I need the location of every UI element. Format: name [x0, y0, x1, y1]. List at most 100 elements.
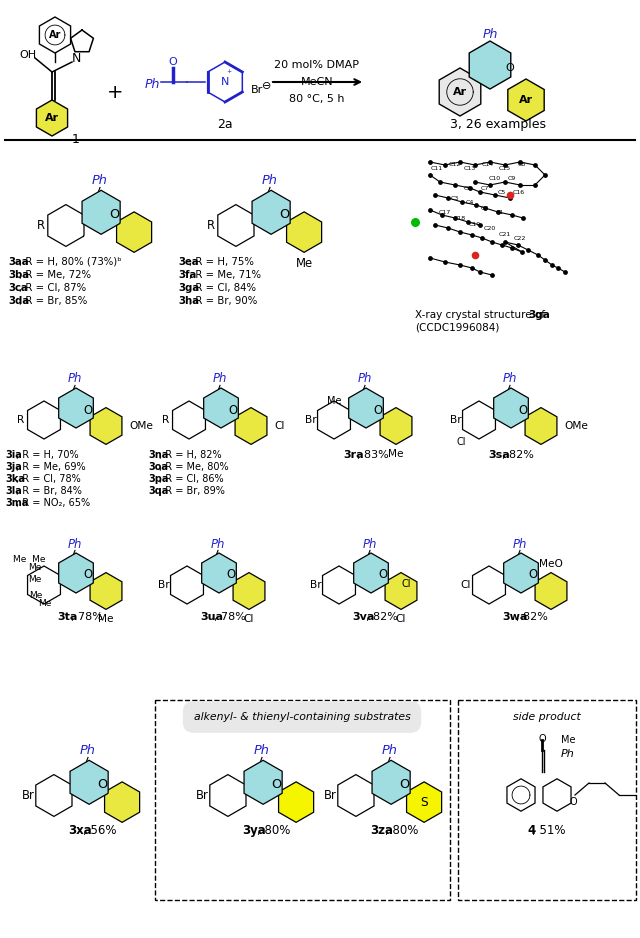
Polygon shape	[278, 782, 314, 823]
Text: alkenyl- & thienyl-containing substrates: alkenyl- & thienyl-containing substrates	[194, 712, 410, 722]
Text: Ph: Ph	[68, 537, 82, 551]
Polygon shape	[104, 782, 140, 823]
Text: C13: C13	[464, 165, 476, 171]
Text: X-ray crystal structure of: X-ray crystal structure of	[415, 310, 548, 320]
Point	[475, 218, 485, 233]
Polygon shape	[508, 79, 544, 121]
Text: C16: C16	[513, 189, 525, 194]
Text: O: O	[98, 778, 108, 791]
Text: 3ja: 3ja	[5, 462, 22, 472]
Point	[530, 177, 540, 192]
Point	[477, 231, 487, 246]
Point	[470, 174, 480, 189]
Polygon shape	[28, 401, 60, 439]
Text: Ph: Ph	[363, 537, 377, 551]
Text: C17: C17	[439, 209, 451, 215]
Text: , R = Me, 80%: , R = Me, 80%	[159, 462, 228, 472]
Polygon shape	[504, 553, 538, 593]
Text: C7: C7	[481, 186, 489, 190]
Point	[450, 210, 460, 225]
Text: 3ba: 3ba	[8, 270, 29, 280]
Point	[470, 248, 480, 263]
Text: , 80%: , 80%	[385, 825, 419, 837]
Text: , 56%: , 56%	[83, 825, 116, 837]
Point	[533, 248, 543, 263]
Text: 20 mol% DMAP: 20 mol% DMAP	[275, 60, 360, 70]
Text: 3xa: 3xa	[68, 825, 92, 837]
Point	[425, 168, 435, 183]
Text: , 82%: , 82%	[502, 450, 534, 460]
Text: O: O	[529, 568, 538, 582]
Text: Br: Br	[305, 415, 317, 425]
Text: OMe: OMe	[564, 421, 588, 431]
Text: Br: Br	[450, 415, 462, 425]
Polygon shape	[472, 566, 506, 604]
Text: OH: OH	[19, 50, 36, 60]
Polygon shape	[338, 775, 374, 816]
Text: C10: C10	[489, 175, 501, 180]
Text: S: S	[420, 795, 428, 809]
Text: 3ya: 3ya	[242, 825, 266, 837]
Point	[515, 177, 525, 192]
Polygon shape	[202, 553, 236, 593]
Text: Ph: Ph	[254, 744, 270, 757]
Text: , R = H, 80% (73%)ᵇ: , R = H, 80% (73%)ᵇ	[19, 257, 122, 267]
Text: 3va: 3va	[352, 612, 374, 622]
Text: , R = Br, 84%: , R = Br, 84%	[16, 486, 82, 496]
Text: Br: Br	[22, 789, 35, 802]
Text: (CCDC1996084): (CCDC1996084)	[415, 323, 499, 333]
Text: , R = Me, 71%: , R = Me, 71%	[189, 270, 261, 280]
Text: C20: C20	[484, 225, 496, 231]
Text: 3ea: 3ea	[178, 257, 198, 267]
Text: C12: C12	[449, 162, 461, 168]
Text: 3ga: 3ga	[178, 283, 199, 293]
Text: , 78%: , 78%	[214, 612, 246, 622]
Text: R: R	[17, 415, 25, 425]
Text: MeCN: MeCN	[301, 77, 333, 87]
Text: , R = H, 75%: , R = H, 75%	[189, 257, 254, 267]
Point	[518, 210, 528, 225]
Text: , R = Me, 69%: , R = Me, 69%	[16, 462, 86, 472]
Text: , R = Me, 72%: , R = Me, 72%	[19, 270, 92, 280]
Text: Me: Me	[28, 564, 42, 572]
Text: Ph: Ph	[213, 372, 227, 386]
Point	[410, 215, 420, 230]
Text: C22: C22	[514, 235, 526, 240]
Point	[455, 258, 465, 273]
Text: Ph: Ph	[211, 537, 225, 551]
Point	[560, 265, 570, 280]
Point	[500, 158, 510, 173]
Text: side product: side product	[513, 712, 581, 722]
Point	[523, 243, 533, 258]
Text: Me: Me	[28, 576, 42, 584]
Point	[435, 174, 445, 189]
Point	[443, 220, 453, 235]
Text: Ph: Ph	[561, 749, 575, 759]
Text: , R = Br, 90%: , R = Br, 90%	[189, 296, 258, 306]
Text: Me: Me	[296, 257, 313, 270]
Polygon shape	[90, 572, 122, 610]
Text: Cl: Cl	[456, 437, 466, 447]
Text: , 51%: , 51%	[532, 825, 566, 837]
Point	[485, 155, 495, 170]
Text: OMe: OMe	[129, 421, 153, 431]
Text: Ar: Ar	[519, 95, 533, 105]
Text: Br: Br	[310, 580, 322, 590]
Polygon shape	[90, 408, 122, 445]
Text: 3ra: 3ra	[343, 450, 364, 460]
Point	[440, 158, 450, 173]
Text: Cl: Cl	[244, 614, 254, 624]
Text: 3qa: 3qa	[148, 486, 168, 496]
Text: O: O	[374, 403, 383, 416]
Text: O: O	[399, 778, 410, 791]
Text: Ph: Ph	[503, 372, 517, 386]
Text: N: N	[71, 52, 81, 65]
Text: 3za: 3za	[370, 825, 393, 837]
Point	[500, 174, 510, 189]
Text: Me  Me: Me Me	[13, 555, 45, 565]
Text: Br: Br	[158, 580, 170, 590]
Text: , R = Br, 85%: , R = Br, 85%	[19, 296, 88, 306]
Point	[475, 185, 485, 200]
Polygon shape	[204, 388, 238, 428]
Polygon shape	[406, 782, 442, 823]
